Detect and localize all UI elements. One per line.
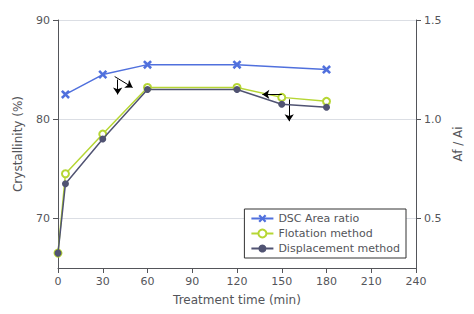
svg-text:60: 60 — [141, 275, 155, 288]
svg-text:1.5: 1.5 — [424, 14, 442, 27]
svg-text:Flotation method: Flotation method — [278, 227, 372, 240]
svg-text:Af / Ai: Af / Ai — [451, 126, 465, 161]
svg-text:90: 90 — [185, 275, 199, 288]
svg-text:70: 70 — [36, 212, 50, 225]
svg-text:1.0: 1.0 — [424, 113, 442, 126]
svg-text:0.5: 0.5 — [424, 212, 442, 225]
svg-text:240: 240 — [406, 275, 427, 288]
svg-text:210: 210 — [361, 275, 382, 288]
svg-text:DSC Area ratio: DSC Area ratio — [278, 212, 359, 225]
svg-text:120: 120 — [227, 275, 248, 288]
svg-text:80: 80 — [36, 113, 50, 126]
svg-text:180: 180 — [316, 275, 337, 288]
svg-text:150: 150 — [271, 275, 292, 288]
svg-text:Treatment time (min): Treatment time (min) — [172, 293, 301, 307]
svg-text:30: 30 — [96, 275, 110, 288]
svg-text:90: 90 — [36, 14, 50, 27]
svg-text:Displacement method: Displacement method — [278, 242, 400, 255]
svg-text:0: 0 — [55, 275, 62, 288]
svg-text:Crystallinity (%): Crystallinity (%) — [11, 96, 25, 192]
